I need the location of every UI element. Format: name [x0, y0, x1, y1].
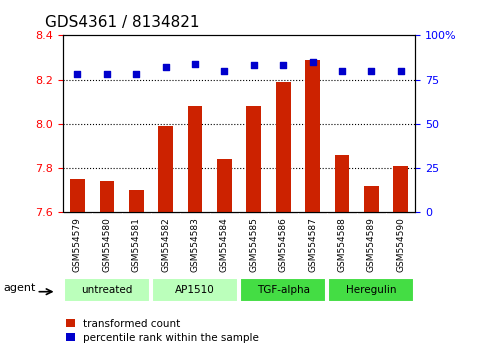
Point — [132, 72, 140, 77]
Bar — [70, 179, 85, 212]
Point — [309, 59, 316, 65]
FancyBboxPatch shape — [152, 278, 238, 302]
Bar — [335, 155, 349, 212]
Bar — [246, 106, 261, 212]
Point — [250, 63, 257, 68]
Text: Heregulin: Heregulin — [346, 285, 397, 295]
Bar — [158, 126, 173, 212]
Bar — [217, 159, 232, 212]
Legend: transformed count, percentile rank within the sample: transformed count, percentile rank withi… — [62, 315, 263, 347]
Point — [338, 68, 346, 74]
Text: GDS4361 / 8134821: GDS4361 / 8134821 — [45, 15, 199, 30]
Text: untreated: untreated — [81, 285, 132, 295]
Point — [397, 68, 405, 74]
Point — [368, 68, 375, 74]
Text: GSM554588: GSM554588 — [338, 217, 346, 272]
Text: GSM554579: GSM554579 — [73, 217, 82, 272]
FancyBboxPatch shape — [240, 278, 327, 302]
Text: GSM554580: GSM554580 — [102, 217, 112, 272]
Text: GSM554589: GSM554589 — [367, 217, 376, 272]
Text: TGF-alpha: TGF-alpha — [256, 285, 310, 295]
Bar — [276, 82, 290, 212]
Bar — [305, 60, 320, 212]
FancyBboxPatch shape — [64, 278, 150, 302]
Text: GSM554590: GSM554590 — [396, 217, 405, 272]
Bar — [188, 106, 202, 212]
Text: AP1510: AP1510 — [175, 285, 215, 295]
Bar — [364, 186, 379, 212]
Point — [103, 72, 111, 77]
Point — [221, 68, 228, 74]
Text: GSM554584: GSM554584 — [220, 217, 229, 272]
Text: GSM554583: GSM554583 — [190, 217, 199, 272]
Text: GSM554582: GSM554582 — [161, 217, 170, 272]
Text: agent: agent — [3, 283, 36, 293]
Point — [73, 72, 81, 77]
Point — [162, 64, 170, 70]
Bar — [393, 166, 408, 212]
Text: GSM554581: GSM554581 — [132, 217, 141, 272]
Bar — [129, 190, 143, 212]
Text: GSM554587: GSM554587 — [308, 217, 317, 272]
FancyBboxPatch shape — [328, 278, 414, 302]
Text: GSM554585: GSM554585 — [249, 217, 258, 272]
Point — [279, 63, 287, 68]
Text: GSM554586: GSM554586 — [279, 217, 288, 272]
Bar — [99, 181, 114, 212]
Point — [191, 61, 199, 67]
